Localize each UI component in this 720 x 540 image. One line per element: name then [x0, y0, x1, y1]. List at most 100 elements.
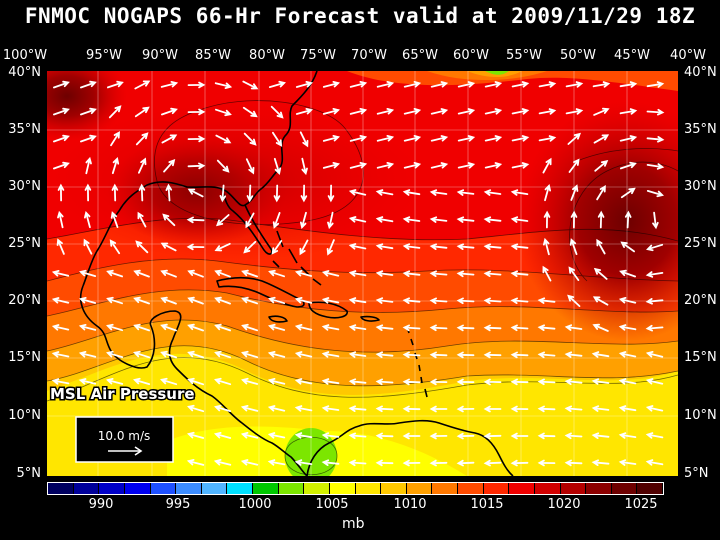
wind-vector [321, 405, 340, 412]
vector-legend: 10.0 m/s [75, 416, 174, 463]
wind-vector [160, 323, 177, 332]
wind-vector [57, 183, 65, 202]
wind-vector [51, 270, 70, 277]
wind-vector [214, 377, 232, 386]
wind-vector [106, 269, 123, 278]
wind-vector [645, 378, 664, 385]
wind-vector [348, 270, 367, 277]
lon-label: 45°W [614, 48, 650, 63]
wind-vector [646, 243, 664, 252]
wind-vector [160, 81, 179, 88]
wind-vector [618, 351, 637, 358]
wind-vector [618, 459, 637, 466]
colorbar-swatch [586, 483, 612, 494]
wind-vector [214, 404, 232, 412]
wind-vector [624, 210, 632, 229]
wind-vector [568, 158, 580, 173]
wind-vector [348, 432, 367, 439]
wind-vectors [51, 80, 665, 467]
wind-vector [429, 270, 448, 277]
wind-vector [402, 243, 421, 250]
wind-vector [570, 210, 578, 229]
wind-vector [186, 459, 205, 466]
wind-vector [133, 296, 150, 305]
wind-vector [596, 238, 606, 255]
wind-vector [322, 135, 341, 142]
wind-vector [108, 105, 122, 119]
wind-vector [187, 431, 205, 439]
wind-vector [564, 324, 583, 331]
wind-vector [348, 378, 367, 385]
wind-vector [429, 189, 448, 196]
wind-vector [543, 237, 550, 256]
wind-vector [593, 134, 610, 144]
wind-vector [245, 212, 255, 229]
wind-vector [483, 216, 502, 223]
wind-vector [375, 324, 394, 331]
wind-vector [591, 405, 610, 412]
wind-vector [326, 239, 335, 256]
wind-vector [456, 378, 475, 386]
wind-vector [538, 108, 557, 115]
lat-label: 10°N [8, 408, 41, 423]
wind-vector [137, 211, 147, 228]
wind-vector [187, 404, 205, 413]
wind-vector [618, 324, 637, 331]
wind-vector [321, 324, 340, 331]
wind-vector [592, 81, 611, 88]
wind-vector [456, 324, 475, 332]
wind-vector [268, 296, 286, 305]
wind-vector [242, 80, 259, 90]
colorbar-swatch [124, 483, 151, 494]
wind-vector [240, 405, 259, 412]
map-title: FNMOC NOGAPS 66-Hr Forecast valid at 200… [24, 4, 696, 28]
lat-label: 30°N [8, 179, 41, 194]
wind-vector [591, 459, 610, 466]
wind-vector [294, 297, 313, 304]
wind-vector [456, 459, 475, 467]
wind-vector [456, 297, 475, 305]
wind-vector [646, 81, 665, 88]
wind-vector [618, 378, 637, 385]
wind-vector [429, 297, 448, 305]
wind-vector [646, 108, 665, 116]
colorbar-tick: 990 [88, 497, 114, 512]
wind-vector [299, 239, 309, 256]
wind-vector [376, 135, 395, 142]
colorbar-swatch [637, 483, 663, 494]
wind-vector [271, 240, 283, 255]
wind-vector [78, 297, 97, 304]
wind-vector [213, 432, 232, 439]
wind-vector [429, 216, 448, 223]
wind-vector [267, 351, 286, 358]
lat-label: 30°N [684, 179, 717, 194]
wind-vector [429, 378, 448, 386]
wind-vector [215, 108, 232, 117]
colorbar-swatch [509, 483, 535, 494]
colorbar-swatch [355, 483, 382, 494]
wind-vector [645, 432, 664, 439]
wind-vector [133, 377, 151, 385]
wind-vector [56, 238, 65, 255]
wind-vector [267, 405, 286, 412]
wind-vector [510, 297, 529, 304]
wind-vector [348, 405, 367, 412]
wind-vector [321, 432, 340, 439]
wind-vector [510, 351, 529, 359]
wind-vector [403, 162, 422, 169]
wind-vector [619, 81, 638, 88]
wind-vector [80, 107, 97, 116]
wind-vector [187, 350, 204, 359]
colorbar-swatch [201, 483, 228, 494]
wind-vector [430, 108, 449, 115]
wind-vector [592, 323, 609, 332]
wind-vector [216, 159, 230, 173]
wind-vector [241, 323, 258, 332]
wind-vector [186, 216, 205, 224]
wind-vector [295, 108, 314, 115]
wind-vector [429, 324, 448, 332]
wind-vector [596, 184, 606, 201]
wind-vector [543, 210, 551, 229]
wind-vector [620, 187, 636, 199]
wind-vector [484, 162, 503, 169]
